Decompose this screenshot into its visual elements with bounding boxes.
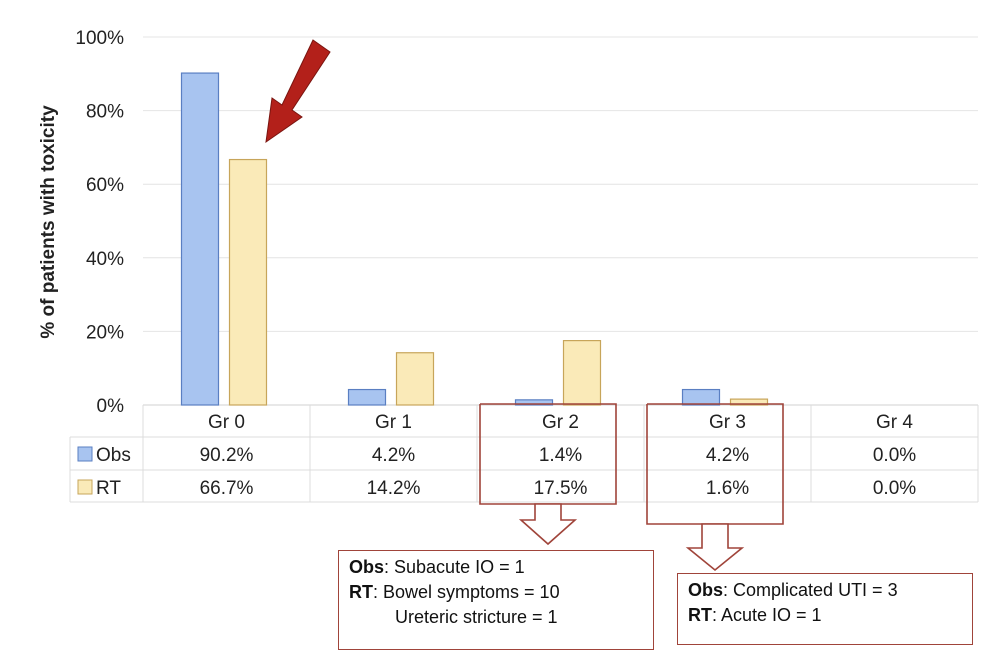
gr2-obs-label: Obs <box>349 557 385 577</box>
bar-obs-gr3 <box>681 388 721 406</box>
y-tick-label: 60% <box>86 175 124 196</box>
y-tick-label: 40% <box>86 249 124 270</box>
x-tick-label: Gr 1 <box>375 412 412 433</box>
data-cell: 14.2% <box>367 478 421 499</box>
gr3-rt-label: RT <box>688 605 712 625</box>
data-cell: 0.0% <box>873 478 916 499</box>
legend-label-obs: Obs <box>96 445 131 466</box>
data-cell: 17.5% <box>534 478 588 499</box>
data-cell: 4.2% <box>706 445 749 466</box>
y-axis-label: % of patients with toxicity <box>38 105 59 339</box>
x-tick-label: Gr 0 <box>208 412 245 433</box>
pointer-arrow <box>265 39 331 144</box>
bar-obs-gr2 <box>514 399 554 406</box>
gr2-highlight-box <box>479 403 617 505</box>
y-tick-label: 80% <box>86 102 124 123</box>
bar-rt-gr1 <box>395 352 435 406</box>
x-tick-label: Gr 2 <box>542 412 579 433</box>
gr3-rt-text: : Acute IO = 1 <box>712 605 822 625</box>
gr2-obs-text: : Subacute IO = 1 <box>384 557 525 577</box>
gr2-annotation: Obs: Subacute IO = 1 RT: Bowel symptoms … <box>338 550 654 650</box>
gr2-rt-text-2: Ureteric stricture = 1 <box>395 607 558 627</box>
bar-obs-gr1 <box>347 388 387 406</box>
y-tick-labels: 0% 20% 40% 60% 80% 100% <box>75 28 124 417</box>
callout-shapes <box>479 403 784 572</box>
data-cell: 66.7% <box>200 478 254 499</box>
data-cell: 90.2% <box>200 445 254 466</box>
y-tick-label: 100% <box>75 28 124 49</box>
y-tick-label: 20% <box>86 322 124 343</box>
gr3-highlight-box <box>646 403 784 525</box>
bar-rt-gr2 <box>562 340 602 406</box>
data-cell: 1.4% <box>539 445 582 466</box>
x-tick-label: Gr 4 <box>876 412 913 433</box>
y-tick-label: 0% <box>97 396 125 417</box>
gr2-down-arrow-icon <box>518 503 578 546</box>
gr3-obs-label: Obs <box>688 580 724 600</box>
data-cell: 0.0% <box>873 445 916 466</box>
x-tick-label: Gr 3 <box>709 412 746 433</box>
data-cell: 1.6% <box>706 478 749 499</box>
gr3-down-arrow-icon <box>685 523 745 572</box>
data-cell: 4.2% <box>372 445 415 466</box>
gr3-obs-text: : Complicated UTI = 3 <box>723 580 898 600</box>
gr3-annotation: Obs: Complicated UTI = 3 RT: Acute IO = … <box>677 573 973 645</box>
data-table: Gr 0 Gr 1 Gr 2 Gr 3 Gr 4 Obs 90.2% 4.2% 1.4% 4.2%… <box>69 405 979 503</box>
legend-swatch-obs <box>77 446 93 462</box>
gr2-rt-text: : Bowel symptoms = 10 <box>373 582 560 602</box>
bars <box>180 72 769 406</box>
legend-label-rt: RT <box>96 478 121 499</box>
bar-obs-gr0 <box>180 72 220 406</box>
gridlines <box>143 36 978 406</box>
legend-swatch-rt <box>77 479 93 495</box>
red-arrow-icon <box>265 39 331 144</box>
bar-rt-gr0 <box>228 158 268 406</box>
gr2-rt-label: RT <box>349 582 373 602</box>
bar-rt-gr3 <box>729 398 769 406</box>
